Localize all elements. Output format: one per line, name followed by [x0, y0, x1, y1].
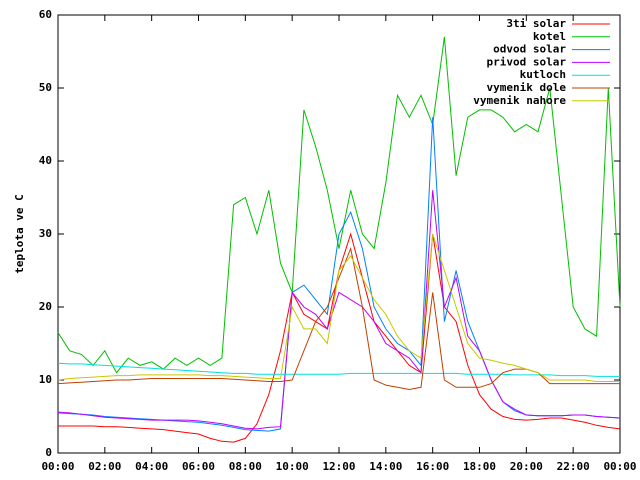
legend-label: kotel: [533, 30, 566, 43]
x-tick-label: 00:00: [41, 460, 74, 473]
series-line: [57, 362, 620, 377]
x-tick-label: 22:00: [557, 460, 590, 473]
legend-label: 3ti solar: [506, 17, 566, 30]
legend-label: odvod solar: [493, 43, 566, 56]
y-tick-label: 60: [39, 8, 52, 21]
y-tick-label: 40: [39, 154, 52, 167]
y-tick-label: 20: [39, 300, 52, 313]
x-tick-label: 06:00: [182, 460, 215, 473]
legend-label: privod solar: [487, 55, 567, 68]
x-tick-label: 02:00: [88, 460, 121, 473]
legend-label: vymenik dole: [487, 81, 567, 94]
x-tick-label: 12:00: [322, 460, 355, 473]
x-tick-label: 00:00: [603, 460, 636, 473]
legend-label: kutloch: [520, 68, 566, 81]
y-axis-label: teplota ve C: [13, 194, 26, 273]
y-tick-label: 30: [39, 227, 52, 240]
y-tick-label: 10: [39, 373, 52, 386]
y-tick-label: 0: [45, 446, 52, 459]
series-line: [57, 233, 620, 382]
x-tick-label: 14:00: [369, 460, 402, 473]
legend-label: vymenik nahore: [473, 94, 566, 107]
x-tick-label: 18:00: [463, 460, 496, 473]
series-line: [58, 232, 621, 443]
x-tick-label: 10:00: [276, 460, 309, 473]
series-line: [57, 190, 621, 430]
x-tick-label: 08:00: [229, 460, 262, 473]
x-tick-label: 20:00: [510, 460, 543, 473]
series-line: [57, 36, 621, 374]
x-tick-label: 04:00: [135, 460, 168, 473]
series-line: [57, 117, 621, 432]
y-tick-label: 50: [39, 81, 52, 94]
x-tick-label: 16:00: [416, 460, 449, 473]
